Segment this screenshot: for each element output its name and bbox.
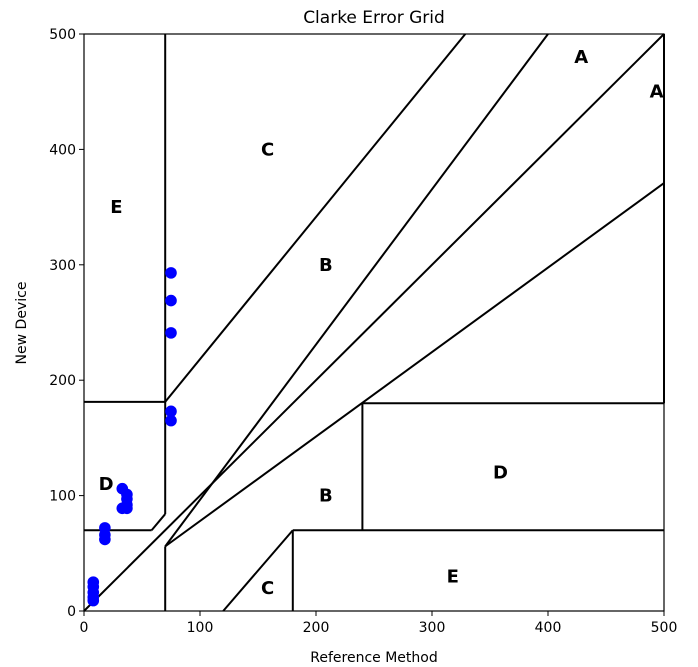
zone-boundary-line-8 — [164, 182, 665, 548]
data-point — [165, 327, 177, 339]
y-axis-label: New Device — [14, 282, 30, 365]
y-tick-label: 500 — [49, 27, 76, 43]
x-tick-label: 500 — [651, 620, 678, 636]
zone-label-b: B — [319, 486, 333, 507]
y-tick-label: 0 — [67, 604, 76, 620]
zone-boundary-line-7 — [150, 513, 166, 531]
zone-boundaries — [83, 33, 665, 612]
zone-label-e: E — [110, 197, 122, 218]
axis-ticks: 0 100 200 300 400 500 0 100 200 300 400 500 — [49, 27, 677, 636]
data-point — [99, 533, 111, 546]
data-point — [165, 267, 177, 279]
zone-boundary-line-2 — [164, 33, 467, 403]
zone-labels: A A B B C C D D E E — [99, 47, 664, 599]
y-tick-label: 400 — [49, 142, 76, 158]
zone-label-d: D — [493, 463, 508, 484]
x-tick-label: 0 — [80, 620, 89, 636]
zone-label-c: C — [261, 139, 274, 160]
zone-label-b: B — [319, 255, 333, 276]
x-axis-label: Reference Method — [310, 650, 437, 666]
zone-boundary-line-9 — [222, 529, 294, 612]
plot-frame — [83, 33, 665, 612]
x-tick-label: 400 — [535, 620, 562, 636]
zone-label-d: D — [99, 474, 114, 495]
data-point — [87, 594, 100, 607]
chart-title: Clarke Error Grid — [303, 8, 445, 28]
x-tick-label: 300 — [419, 620, 446, 636]
y-tick-label: 100 — [49, 489, 76, 505]
data-point — [165, 405, 177, 418]
zone-boundary-line-4 — [164, 33, 549, 547]
y-tick-label: 200 — [49, 373, 76, 389]
data-point — [165, 294, 177, 307]
zone-boundary-line-0 — [83, 33, 665, 612]
data-point — [165, 414, 177, 427]
zone-label-e: E — [447, 566, 459, 587]
zone-label-a: A — [574, 47, 588, 68]
zone-label-c: C — [261, 578, 274, 599]
data-point — [116, 502, 129, 515]
y-tick-label: 300 — [49, 258, 76, 274]
zone-label-a: A — [650, 82, 664, 103]
data-points — [87, 267, 177, 607]
x-tick-label: 200 — [303, 620, 330, 636]
x-tick-label: 100 — [187, 620, 214, 636]
